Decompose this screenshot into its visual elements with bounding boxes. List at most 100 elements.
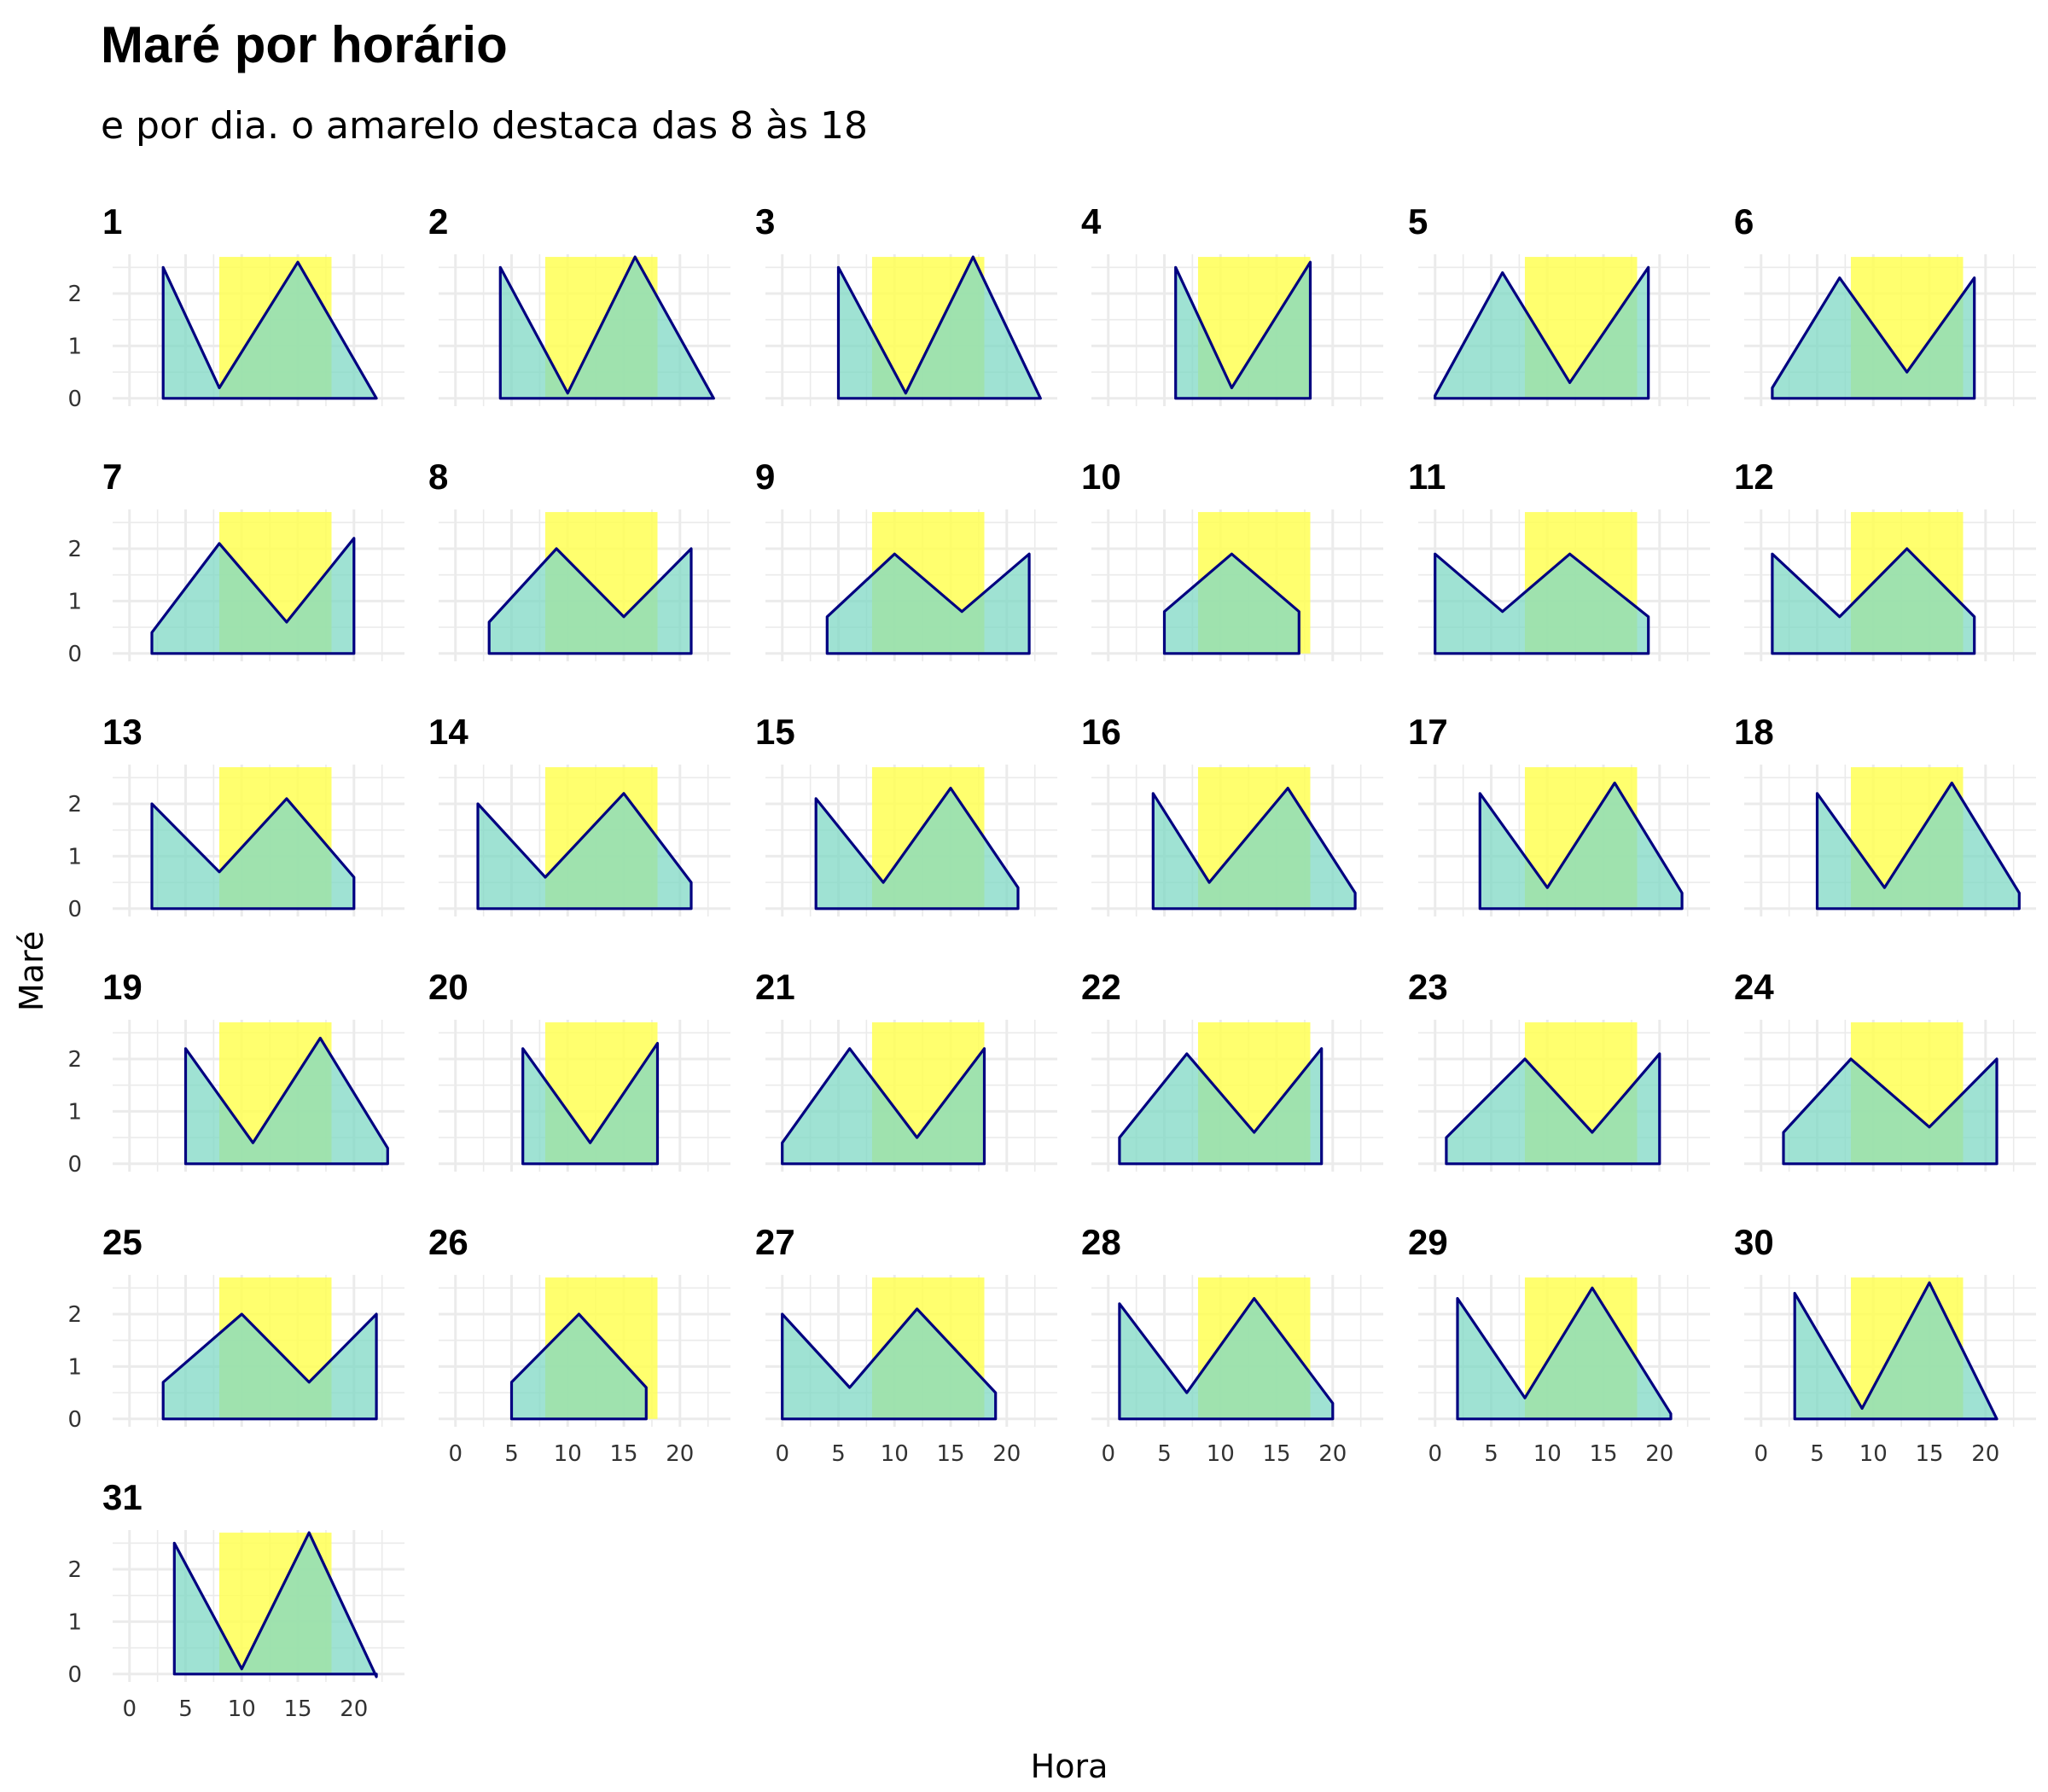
facet-strip-label: 7 bbox=[102, 457, 122, 497]
facet-panel-10: 10 bbox=[1081, 457, 1383, 661]
facet-strip-label: 9 bbox=[755, 457, 775, 497]
x-tick-label: 10 bbox=[1207, 1441, 1235, 1467]
facet-panel-8: 8 bbox=[428, 457, 730, 661]
x-tick-label: 10 bbox=[554, 1441, 582, 1467]
facet-panel-19: 19 0 1 2 bbox=[67, 967, 404, 1178]
facet-panel-3: 3 bbox=[755, 201, 1057, 406]
y-tick-label: 2 bbox=[67, 282, 82, 307]
y-tick-label: 2 bbox=[67, 792, 82, 817]
facet-strip-label: 10 bbox=[1081, 457, 1121, 497]
facet-strip-label: 28 bbox=[1081, 1222, 1121, 1262]
facet-panel-28: 28 0 5 10 15 20 bbox=[1081, 1222, 1383, 1467]
facet-panel-6: 6 bbox=[1734, 201, 2036, 406]
x-tick-label: 20 bbox=[1318, 1441, 1347, 1467]
y-tick-label: 0 bbox=[67, 1152, 82, 1178]
y-tick-label: 2 bbox=[67, 1557, 82, 1583]
x-tick-label: 20 bbox=[992, 1441, 1021, 1467]
chart-title: Maré por horário bbox=[101, 16, 508, 73]
x-tick-label: 0 bbox=[1428, 1441, 1442, 1467]
facet-strip-label: 26 bbox=[428, 1222, 468, 1262]
y-tick-label: 0 bbox=[67, 387, 82, 412]
x-tick-label: 5 bbox=[1484, 1441, 1498, 1467]
x-tick-label: 15 bbox=[1262, 1441, 1290, 1467]
x-tick-label: 5 bbox=[504, 1441, 519, 1467]
facet-panel-21: 21 bbox=[755, 967, 1057, 1172]
x-tick-label: 5 bbox=[1810, 1441, 1824, 1467]
facet-strip-label: 21 bbox=[755, 967, 795, 1007]
facet-panel-18: 18 bbox=[1734, 712, 2036, 916]
y-tick-label: 0 bbox=[67, 642, 82, 667]
y-tick-label: 1 bbox=[67, 1609, 82, 1635]
x-tick-label: 15 bbox=[1589, 1441, 1617, 1467]
facet-panel-1: 1 0 1 2 bbox=[67, 201, 404, 412]
facet-strip-label: 29 bbox=[1408, 1222, 1448, 1262]
facet-strip-label: 4 bbox=[1081, 201, 1102, 241]
y-tick-label: 0 bbox=[67, 1662, 82, 1688]
tide-area bbox=[521, 1041, 660, 1166]
facet-strip-label: 13 bbox=[102, 712, 143, 752]
y-tick-label: 1 bbox=[67, 334, 82, 359]
facet-strip-label: 16 bbox=[1081, 712, 1121, 752]
x-tick-label: 15 bbox=[283, 1696, 311, 1722]
facet-strip-label: 8 bbox=[428, 457, 448, 497]
facet-strip-label: 3 bbox=[755, 201, 775, 241]
facet-panel-15: 15 bbox=[755, 712, 1057, 916]
facet-strip-label: 20 bbox=[428, 967, 468, 1007]
facet-panel-7: 7 0 1 2 bbox=[67, 457, 404, 667]
facet-strip-label: 27 bbox=[755, 1222, 795, 1262]
facet-panel-2: 2 bbox=[428, 201, 730, 406]
y-tick-label: 1 bbox=[67, 1354, 82, 1380]
facet-strip-label: 31 bbox=[102, 1477, 143, 1517]
facet-panel-23: 23 bbox=[1408, 967, 1710, 1172]
x-tick-label: 0 bbox=[775, 1441, 789, 1467]
x-axis-title: Hora bbox=[1031, 1748, 1108, 1785]
facet-strip-label: 2 bbox=[428, 201, 448, 241]
x-tick-label: 15 bbox=[936, 1441, 964, 1467]
facet-panel-25: 25 0 1 2 bbox=[67, 1222, 404, 1433]
x-tick-label: 20 bbox=[340, 1696, 368, 1722]
x-tick-label: 10 bbox=[1859, 1441, 1888, 1467]
facet-strip-label: 25 bbox=[102, 1222, 143, 1262]
facet-strip-label: 17 bbox=[1408, 712, 1448, 752]
facet-panel-9: 9 bbox=[755, 457, 1057, 661]
tide-area bbox=[161, 260, 378, 400]
facet-panel-29: 29 0 5 10 15 20 bbox=[1408, 1222, 1710, 1467]
facet-panel-17: 17 bbox=[1408, 712, 1710, 916]
tide-area bbox=[1174, 260, 1312, 400]
facet-strip-label: 15 bbox=[755, 712, 795, 752]
facet-panel-11: 11 bbox=[1408, 457, 1710, 661]
x-tick-label: 10 bbox=[1533, 1441, 1562, 1467]
facet-panel-5: 5 bbox=[1408, 201, 1710, 406]
facet-panel-14: 14 bbox=[428, 712, 730, 916]
x-tick-label: 20 bbox=[1971, 1441, 1999, 1467]
facet-strip-label: 22 bbox=[1081, 967, 1121, 1007]
facet-strip-label: 14 bbox=[428, 712, 468, 752]
facet-panel-4: 4 bbox=[1081, 201, 1383, 406]
x-tick-label: 0 bbox=[122, 1696, 137, 1722]
x-tick-label: 5 bbox=[178, 1696, 193, 1722]
x-tick-label: 10 bbox=[881, 1441, 909, 1467]
facet-panel-27: 27 0 5 10 15 20 bbox=[755, 1222, 1057, 1467]
x-tick-label: 10 bbox=[228, 1696, 256, 1722]
facet-panel-20: 20 bbox=[428, 967, 730, 1172]
y-tick-label: 1 bbox=[67, 844, 82, 870]
facet-strip-label: 1 bbox=[102, 201, 122, 241]
x-tick-label: 15 bbox=[1915, 1441, 1943, 1467]
y-tick-label: 2 bbox=[67, 1302, 82, 1328]
tide-area bbox=[836, 255, 1042, 400]
tide-area bbox=[509, 1312, 648, 1421]
facet-strip-label: 11 bbox=[1408, 457, 1446, 497]
y-tick-label: 1 bbox=[67, 589, 82, 614]
facet-strip-label: 30 bbox=[1734, 1222, 1774, 1262]
x-tick-label: 15 bbox=[609, 1441, 637, 1467]
facet-strip-label: 18 bbox=[1734, 712, 1774, 752]
x-tick-label: 20 bbox=[1645, 1441, 1673, 1467]
y-tick-label: 2 bbox=[67, 537, 82, 562]
x-tick-label: 20 bbox=[666, 1441, 694, 1467]
x-tick-label: 0 bbox=[448, 1441, 463, 1467]
facet-panel-30: 30 0 5 10 15 20 bbox=[1734, 1222, 2036, 1467]
facet-panel-12: 12 bbox=[1734, 457, 2036, 661]
y-tick-label: 0 bbox=[67, 1407, 82, 1433]
